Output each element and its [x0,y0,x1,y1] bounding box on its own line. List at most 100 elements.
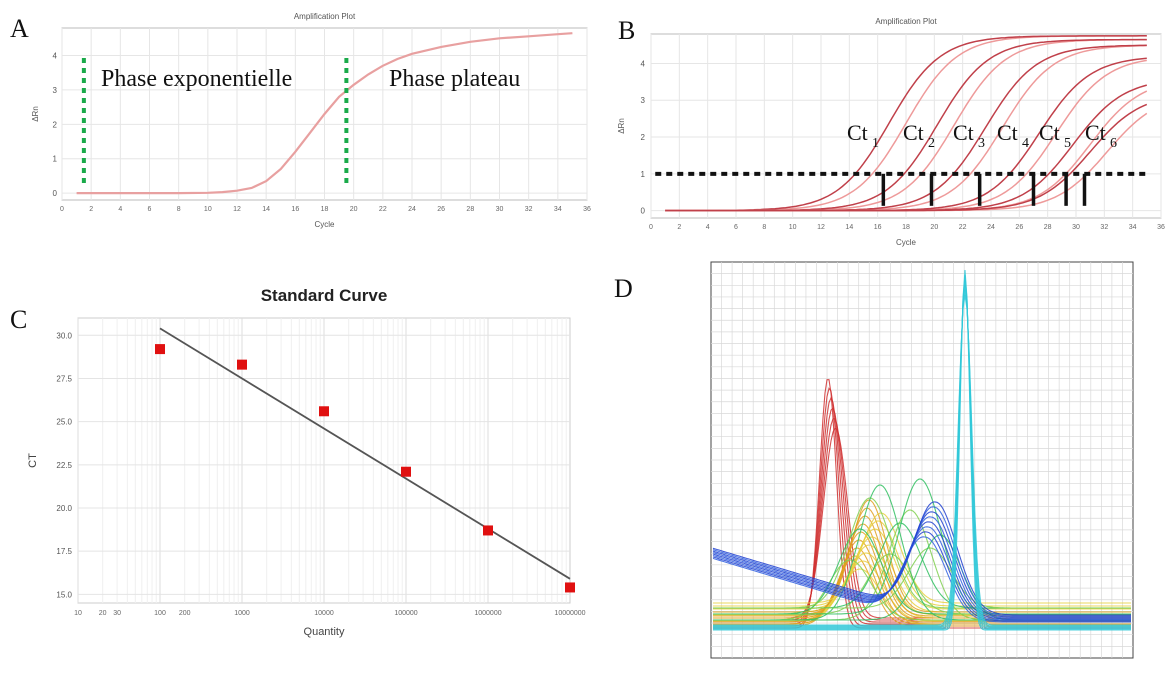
x-tick-label: 12 [233,206,241,213]
melt-curve-cyan [713,274,1131,630]
melt-curve-blue [712,501,1131,616]
ct-subscript-1: 1 [872,136,879,151]
x-tick-label: 22 [959,224,967,231]
x-tick-label: 20 [99,610,107,617]
x-axis-label-b: Cycle [896,238,917,247]
melt-curve-orange [713,499,1131,613]
x-tick-label: 14 [262,206,270,213]
panel-d-letter: D [614,274,633,303]
y-tick-label: 25.0 [56,418,72,427]
y-tick-label: 1 [641,170,646,179]
melt-curve-cyan [713,284,1131,628]
x-tick-label: 16 [874,224,882,231]
chart-title-a: Amplification Plot [294,12,356,21]
panel-b-letter: B [618,16,636,45]
x-tick-label: 4 [706,224,710,231]
x-tick-label: 28 [1044,224,1052,231]
phase-plateau-label: Phase plateau [389,66,520,92]
x-tick-label: 0 [60,206,64,213]
y-tick-label: 15.0 [56,590,72,599]
x-tick-label: 100 [154,610,166,617]
melt-curve-yellow [713,512,1131,604]
ct-subscript-2: 2 [928,136,935,151]
ct-label-3: Ct [953,120,974,145]
y-tick-label: 4 [53,52,58,61]
y-tick-label: 1 [53,155,58,164]
x-tick-label: 30 [113,610,121,617]
x-tick-label: 12 [817,224,825,231]
melt-curve-yellow [713,528,1131,610]
x-tick-label: 4 [118,206,122,213]
x-tick-label: 10 [789,224,797,231]
melt-curve-green [713,478,1131,615]
y-axis-label-b: ΔRn [617,118,626,134]
x-tick-label: 2 [89,206,93,213]
y-tick-label: 17.5 [56,547,72,556]
x-tick-label: 200 [179,610,191,617]
x-tick-label: 20 [930,224,938,231]
melt-curve-cyan [713,269,1131,631]
x-tick-label: 6 [148,206,152,213]
y-tick-label: 0 [53,189,58,198]
x-tick-label: 14 [845,224,853,231]
data-point [401,466,411,477]
amplification-curve [76,32,573,195]
x-tick-label: 8 [762,224,766,231]
chart-title-c: Standard Curve [261,286,388,305]
phase-exponential-label: Phase exponentielle [101,66,292,92]
chart-title-b: Amplification Plot [875,17,937,26]
melt-curve-blue [712,536,1131,623]
y-tick-label: 30.0 [56,331,72,340]
x-tick-label: 10000000 [554,610,585,617]
y-tick-label: 2 [641,133,646,142]
y-tick-label: 20.0 [56,504,72,513]
x-tick-label: 20 [350,206,358,213]
melt-curve-green [713,547,1131,609]
y-tick-label: 3 [53,86,58,95]
y-tick-label: 22.5 [56,461,72,470]
x-tick-label: 24 [408,206,416,213]
x-tick-label: 32 [1100,224,1108,231]
x-tick-label: 0 [649,224,653,231]
x-tick-label: 1000 [234,610,250,617]
data-point [155,344,165,355]
melt-curve-blue [712,511,1131,618]
x-axis-label-a: Cycle [314,220,335,229]
panel-a-letter: A [10,14,29,43]
x-tick-label: 10 [74,610,82,617]
data-point [237,359,247,370]
ct-subscript-5: 5 [1064,136,1071,151]
ct-subscript-4: 4 [1022,136,1029,151]
melt-curve-cyan [713,279,1131,629]
melt-curve-blue [712,521,1131,620]
y-tick-label: 4 [641,59,646,68]
x-tick-label: 22 [379,206,387,213]
x-tick-label: 28 [466,206,474,213]
y-axis-label-c: CT [27,453,39,468]
data-point [319,406,329,417]
x-tick-label: 36 [1157,224,1165,231]
x-tick-label: 6 [734,224,738,231]
x-tick-label: 18 [321,206,329,213]
x-axis-label-c: Quantity [304,626,345,638]
y-tick-label: 0 [641,207,646,216]
x-tick-label: 100000 [394,610,417,617]
x-tick-label: 34 [1129,224,1137,231]
x-tick-label: 26 [437,206,445,213]
y-axis-label-a: ΔRn [31,106,40,122]
x-tick-label: 18 [902,224,910,231]
y-tick-label: 27.5 [56,374,72,383]
x-tick-label: 16 [291,206,299,213]
melt-curve-cyan [713,289,1131,627]
panel-c-letter: C [10,305,28,334]
x-tick-label: 30 [496,206,504,213]
ct-label-4: Ct [997,120,1018,145]
x-tick-label: 34 [554,206,562,213]
ct-subscript-6: 6 [1110,136,1117,151]
x-tick-label: 30 [1072,224,1080,231]
melt-curve-blue [712,531,1131,622]
